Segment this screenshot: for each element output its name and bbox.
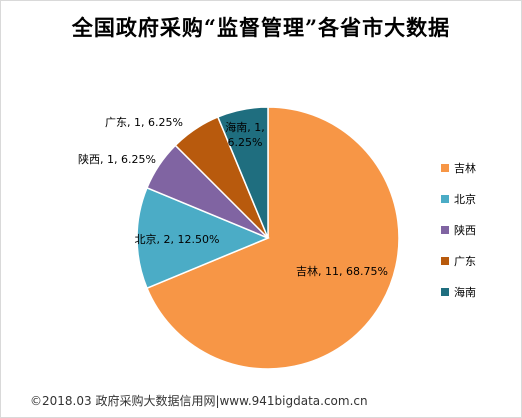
legend-label: 广东	[454, 255, 476, 268]
chart-legend: 吉林北京陕西广东海南	[441, 161, 511, 316]
legend-swatch	[441, 164, 449, 172]
footer-credit: ©2018.03 政府采购大数据信用网|www.941bigdata.com.c…	[30, 394, 368, 408]
legend-swatch	[441, 257, 449, 265]
legend-item: 北京	[441, 192, 511, 206]
slice-label-text: 吉林, 11, 68.75%	[296, 264, 388, 278]
slice-label-1: 吉林, 11, 68.75%	[296, 264, 388, 278]
legend-label: 北京	[454, 193, 476, 206]
legend-item: 吉林	[441, 161, 511, 175]
pie-slice-5	[216, 106, 269, 239]
pie-slice-2	[136, 186, 270, 290]
legend-label: 陕西	[454, 224, 476, 237]
legend-item: 海南	[441, 285, 511, 299]
slice-label-text: 海南, 1,	[225, 120, 265, 134]
slice-label-4: 广东, 1, 6.25%	[105, 116, 183, 129]
slice-label-text: 广东, 1, 6.25%	[105, 116, 183, 129]
legend-item: 广东	[441, 254, 511, 268]
slice-label-5: 海南, 1, 6.25%	[225, 120, 265, 149]
chart-title: 全国政府采购“监督管理”各省市大数据	[71, 15, 451, 40]
slice-label-2: 北京, 2, 12.50%	[135, 232, 220, 246]
slice-label-3: 陕西, 1, 6.25%	[78, 152, 156, 166]
slice-label-text: 6.25%	[228, 136, 263, 149]
legend-label: 吉林	[454, 162, 476, 175]
legend-swatch	[441, 288, 449, 296]
slice-label-text: 北京, 2, 12.50%	[135, 232, 220, 246]
legend-label: 海南	[454, 286, 476, 299]
legend-item: 陕西	[441, 223, 511, 237]
slice-label-text: 陕西, 1, 6.25%	[78, 152, 156, 166]
pie-slice-1	[145, 106, 400, 370]
legend-swatch	[441, 226, 449, 234]
legend-swatch	[441, 195, 449, 203]
